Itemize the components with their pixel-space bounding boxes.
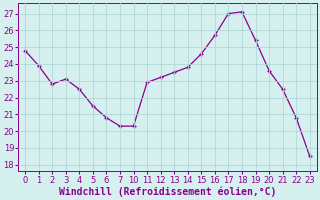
X-axis label: Windchill (Refroidissement éolien,°C): Windchill (Refroidissement éolien,°C) [59,186,276,197]
